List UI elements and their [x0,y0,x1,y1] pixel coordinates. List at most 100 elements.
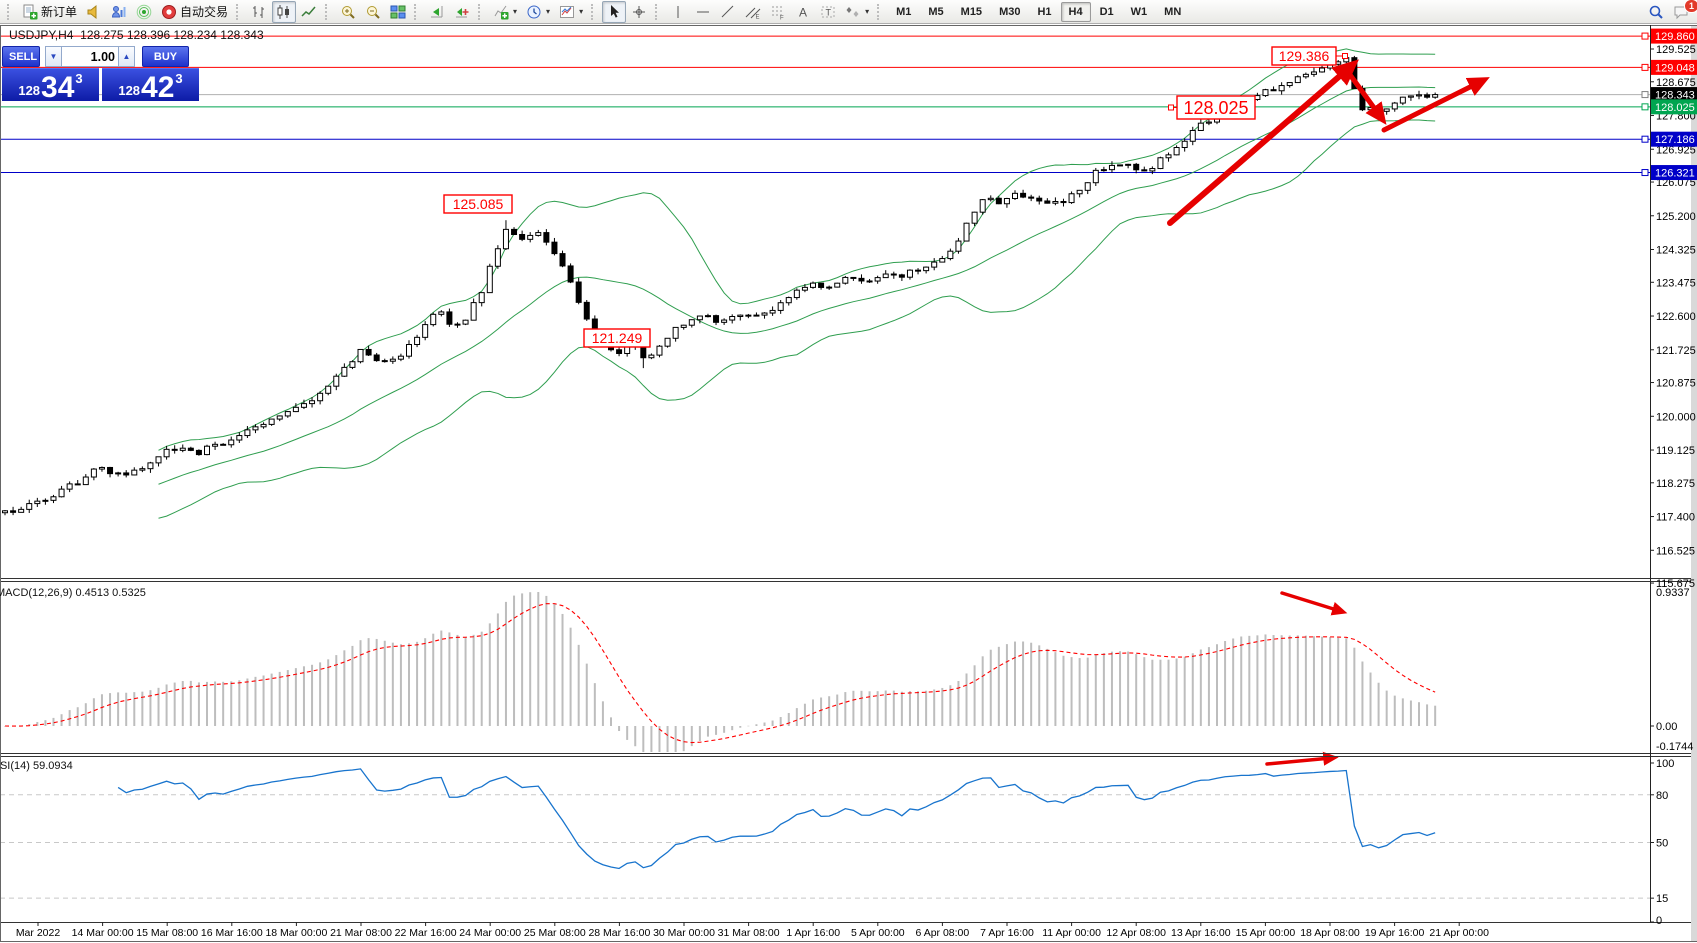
trend-arrow[interactable] [1381,77,1490,133]
price-level-badge-text: 128.025 [1655,102,1695,114]
volume-decrease-button[interactable]: ▼ [45,46,62,67]
toolbar-separator [236,3,243,20]
search-button[interactable] [1644,1,1668,23]
time-axis[interactable]: Mar 2022 14 Mar 00:00 15 Mar 08:00 16 Mar 1… [16,922,1489,939]
level-anchor-square[interactable] [1641,91,1649,99]
volume-input[interactable] [62,46,118,67]
fibonacci-button[interactable]: F [766,1,790,23]
label-icon: T [820,4,836,20]
price-annotation-box[interactable] [443,194,513,214]
tile-windows-button[interactable] [386,1,410,23]
price-axis[interactable]: 129.525128.675127.800126.925126.075125.2… [1641,28,1697,590]
timeframe-w1[interactable]: W1 [1123,2,1156,22]
rsi-panel[interactable] [0,768,1650,899]
sell-price-display[interactable]: 128 34 3 [2,68,99,104]
level-anchor-square[interactable] [1641,63,1649,71]
vertical-line-button[interactable] [666,1,690,23]
buy-price-display[interactable]: 128 42 3 [102,68,199,103]
one-click-trading-panel: SELL ▼ ▲ BUY 128 34 3 128 42 3 [2,46,199,104]
periods-button[interactable]: ▾ [522,1,554,23]
chart-shift-button[interactable] [450,1,474,23]
timeframe-m30[interactable]: M30 [991,2,1028,22]
trend-arrow[interactable] [1167,59,1359,226]
price-level-badge [1651,131,1697,147]
news-button[interactable] [82,1,106,23]
horizontal-line-button[interactable] [691,1,715,23]
trendline-button[interactable] [716,1,740,23]
text-button[interactable]: A [791,1,815,23]
buy-button[interactable]: BUY [142,46,189,67]
buy-price-point: 3 [175,71,183,86]
level-anchor-square[interactable] [1641,32,1649,40]
timeframe-d1[interactable]: D1 [1092,2,1122,22]
market-watch-button[interactable] [107,1,131,23]
chevron-down-icon: ▾ [579,7,584,16]
level-anchor-square[interactable] [1641,169,1649,177]
timeframe-h1[interactable]: H1 [1029,2,1059,22]
crosshair-button[interactable] [627,1,651,23]
line-chart-button[interactable] [297,1,321,23]
arrows-objects-button[interactable]: ▾ [841,1,873,23]
sell-price-pips: 34 [41,71,75,104]
price-annotation-box[interactable] [1176,95,1256,120]
rsi-line [117,768,1436,870]
trend-arrow[interactable] [1280,591,1348,616]
bar-chart-button[interactable] [247,1,271,23]
chart-background [0,25,1697,942]
time-tick-label: 15 Mar 08:00 [136,927,198,939]
timeframe-mn[interactable]: MN [1156,2,1189,22]
rsi-scale-label: 100 [1656,758,1674,770]
volume-increase-button[interactable]: ▲ [118,46,135,67]
templates-button[interactable]: ▾ [555,1,587,23]
price-annotation-box[interactable] [583,328,651,348]
auto-scroll-button[interactable] [425,1,449,23]
equidistant-channel-button[interactable]: E [741,1,765,23]
time-tick-label: 28 Mar 16:00 [588,927,650,939]
signals-button[interactable] [132,1,156,23]
trend-arrow[interactable] [1265,751,1339,766]
autotrading-button[interactable]: 自动交易 [157,1,232,23]
time-tick-label: 11 Apr 00:00 [1042,927,1101,939]
trend-arrow[interactable] [1345,69,1387,125]
price-annotation-text: 129.386 [1279,48,1330,64]
anchor-square[interactable] [1342,53,1348,59]
time-tick-label: 12 Apr 08:00 [1106,927,1166,939]
price-annotation-box[interactable] [1271,46,1337,66]
anchor-square[interactable] [1168,104,1174,111]
cursor-button[interactable] [602,0,627,23]
tline-icon [720,4,736,20]
new-order-button[interactable]: 新订单 [18,1,81,23]
price-level-badge-text: 126.321 [1655,168,1695,180]
timeframe-m1[interactable]: M1 [888,2,919,22]
svg-text:E: E [756,14,760,20]
chart-annotations[interactable]: 129.386 128.025 125.085 121.249 [443,46,1490,766]
zoom-out-button[interactable] [361,1,385,23]
price-level-badge [1651,59,1697,75]
toolbar: 新订单 自动交易 ▾ ▾ ▾ E F A T ▾ M1 M5 M15 M30 H1 H4 D1 W1 MN 1 [0,0,1697,24]
macd-panel[interactable] [4,592,1437,761]
rsi-scale-label: 80 [1656,790,1668,802]
sell-button[interactable]: SELL [2,46,40,67]
level-anchor-square[interactable] [1641,135,1649,143]
timeframe-m5[interactable]: M5 [920,2,951,22]
toolbar-separator [655,3,662,20]
price-tick-label: 118.275 [1656,478,1695,490]
hline-icon [695,4,711,20]
candlestick-chart-button[interactable] [272,0,297,23]
timeframe-m15[interactable]: M15 [953,2,990,22]
horn-icon [86,4,102,20]
price-tick-label: 119.125 [1656,445,1695,457]
zoom-in-button[interactable] [336,1,360,23]
indicators-button[interactable]: ▾ [489,1,521,23]
time-tick-label: 25 Mar 08:00 [524,927,586,939]
autoscroll-icon [429,4,445,20]
text-label-button[interactable]: T [816,1,840,23]
cursor-icon [606,4,622,20]
bollinger-lower-band [158,119,1436,519]
timeframe-h4[interactable]: H4 [1060,1,1091,22]
notifications-button[interactable]: 1 [1669,0,1697,23]
tile-icon [390,4,406,20]
level-anchor-square[interactable] [1641,103,1649,111]
price-level-badge-text: 129.048 [1655,62,1695,74]
